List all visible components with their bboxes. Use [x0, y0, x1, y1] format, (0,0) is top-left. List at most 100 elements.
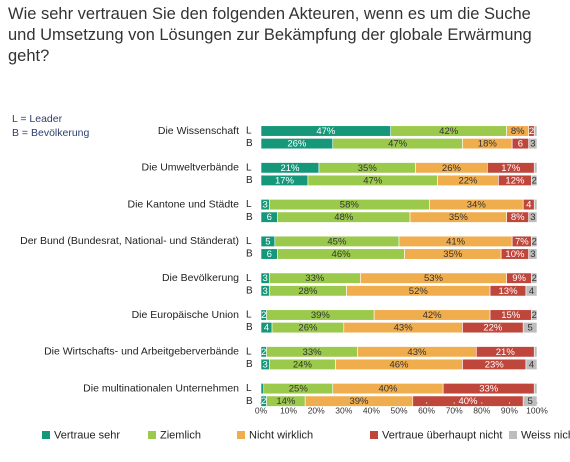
- bar-segment: [525, 285, 538, 297]
- row-label: L: [246, 199, 252, 210]
- value-label: 2: [261, 310, 266, 321]
- value-label: 3: [262, 286, 267, 297]
- group-label: Die Kantone und Städte: [127, 198, 239, 210]
- row-label: L: [246, 126, 252, 137]
- value-label: 5: [265, 236, 270, 247]
- value-label: 10%: [505, 249, 525, 260]
- value-label: 41%: [446, 236, 466, 247]
- value-label: 40%: [458, 396, 478, 407]
- value-label: 47%: [363, 175, 383, 186]
- value-label: 43%: [407, 347, 427, 358]
- value-label: 43%: [394, 323, 414, 334]
- value-label: 14%: [276, 396, 296, 407]
- legend-label: Vertraue sehr: [54, 429, 120, 441]
- group-label: Die Wirtschafts- und Arbeitgeberverbände: [44, 346, 239, 358]
- value-label: 9%: [512, 273, 526, 284]
- value-label: 3: [530, 249, 535, 260]
- value-label: 39%: [349, 396, 369, 407]
- row-label: L: [246, 346, 252, 357]
- legend-swatch: [237, 431, 245, 439]
- value-label: 23%: [485, 359, 505, 370]
- bar-segment: [531, 235, 538, 247]
- value-label: 25%: [289, 384, 309, 395]
- value-label: 18%: [478, 139, 498, 150]
- row-label: L: [246, 162, 252, 173]
- group-label: Die Wissenschaft: [158, 125, 239, 137]
- value-label: 7%: [515, 236, 529, 247]
- value-label: 3: [530, 212, 535, 223]
- value-label: 4: [526, 200, 531, 211]
- row-label: B: [246, 359, 253, 370]
- value-label: 3: [262, 200, 267, 211]
- value-label: 28%: [298, 286, 318, 297]
- x-tick-label: 70%: [446, 405, 463, 415]
- value-label: 4: [264, 323, 269, 334]
- x-tick-label: 10%: [280, 405, 297, 415]
- value-label: 33%: [479, 384, 499, 395]
- bar-segment: [533, 199, 538, 211]
- value-label: 3: [262, 273, 267, 284]
- value-label: 4: [529, 359, 534, 370]
- bar-segment: [260, 383, 265, 395]
- value-label: 26%: [442, 163, 462, 174]
- bar-segment: [525, 358, 538, 370]
- value-label: 22%: [483, 323, 503, 334]
- x-tick-label: 100%: [526, 405, 548, 415]
- bar-segment: [533, 383, 538, 395]
- value-label: 42%: [423, 310, 443, 321]
- note: L = Leader: [12, 113, 63, 125]
- value-label: 12%: [505, 175, 525, 186]
- value-label: 35%: [449, 212, 469, 223]
- value-label: 5: [527, 323, 532, 334]
- value-label: 6: [267, 212, 272, 223]
- value-label: 34%: [467, 200, 487, 211]
- legend-swatch: [370, 431, 378, 439]
- legend-label: Weiss nicht: [521, 429, 570, 441]
- chart-title: Wie sehr vertrauen Sie den folgenden Akt…: [8, 5, 532, 65]
- bar-segment: [531, 174, 538, 186]
- value-label: 46%: [389, 359, 409, 370]
- legend-label: Vertraue überhaupt nicht: [382, 429, 502, 441]
- value-label: 26%: [298, 323, 318, 334]
- bar-segment: [528, 248, 538, 260]
- x-tick-label: 40%: [363, 405, 380, 415]
- bar-segment: [531, 272, 538, 284]
- value-label: 47%: [388, 139, 408, 150]
- legend-swatch: [42, 431, 50, 439]
- value-label: 21%: [496, 347, 516, 358]
- value-label: 8%: [511, 126, 525, 137]
- value-label: 2: [532, 310, 537, 321]
- row-label: B: [246, 212, 253, 223]
- value-label: 53%: [424, 273, 444, 284]
- row-label: L: [246, 236, 252, 247]
- x-tick-label: 90%: [501, 405, 518, 415]
- value-label: 39%: [311, 310, 331, 321]
- value-label: 3: [262, 359, 267, 370]
- row-label: L: [246, 273, 252, 284]
- value-label: 15%: [501, 310, 521, 321]
- group-label: Die Umweltverbände: [142, 162, 240, 174]
- row-label: B: [246, 285, 253, 296]
- note: B = Bevölkerung: [12, 127, 90, 139]
- value-label: 26%: [287, 139, 307, 150]
- value-label: 58%: [340, 200, 360, 211]
- value-label: 33%: [305, 273, 325, 284]
- value-label: 17%: [275, 175, 295, 186]
- bar-segment: [531, 309, 538, 321]
- value-label: 24%: [293, 359, 313, 370]
- value-label: 42%: [439, 126, 459, 137]
- value-label: 46%: [332, 249, 352, 260]
- group-label: Die Bevölkerung: [162, 272, 239, 284]
- x-tick-label: 60%: [418, 405, 435, 415]
- x-tick-label: 0%: [255, 405, 268, 415]
- value-label: 22%: [458, 175, 478, 186]
- bar-segment: [533, 346, 538, 358]
- value-label: 35%: [443, 249, 463, 260]
- x-tick-label: 50%: [390, 405, 407, 415]
- value-label: 6: [518, 139, 523, 150]
- row-label: L: [246, 310, 252, 321]
- row-label: B: [246, 249, 253, 260]
- group-label: Der Bund (Bundesrat, National- und Ständ…: [20, 235, 239, 247]
- group-label: Die Europäische Union: [132, 309, 240, 321]
